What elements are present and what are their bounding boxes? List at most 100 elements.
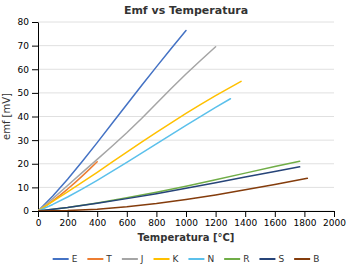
- y-tick: 0: [23, 206, 38, 216]
- x-tick-mark: [68, 211, 69, 217]
- y-grid-line: [38, 140, 334, 141]
- legend-label: J: [140, 254, 144, 264]
- y-tick-label: 0: [23, 206, 29, 216]
- legend: ETJKNRSB: [53, 254, 320, 264]
- title: Emf vs Temperatura: [124, 4, 248, 17]
- x-tick-mark: [245, 211, 246, 217]
- x-tick: 200: [60, 211, 77, 228]
- x-tick-mark: [127, 211, 128, 217]
- y-tick-label: 50: [18, 88, 30, 98]
- x-tick: 1800: [293, 211, 316, 228]
- y-axis-title: emf [mV]: [1, 93, 12, 140]
- legend-swatch: [122, 258, 138, 260]
- x-tick-label: 2000: [323, 218, 346, 228]
- y-tick-mark: [32, 211, 38, 212]
- y-tick: 70: [18, 41, 38, 51]
- x-tick-mark: [334, 211, 335, 217]
- y-axis: 0 10 20 30 40 50 60 70 80: [18, 17, 39, 216]
- x-tick-label: 0: [36, 218, 42, 228]
- y-tick: 50: [18, 88, 38, 98]
- y-grid-line: [38, 92, 334, 93]
- grid: [38, 22, 334, 211]
- y-grid-line: [38, 22, 334, 23]
- x-tick-label: 1200: [205, 218, 228, 228]
- y-tick: 20: [18, 159, 38, 169]
- y-tick: 80: [18, 17, 38, 27]
- legend-item: J: [122, 254, 144, 264]
- legend-swatch: [188, 258, 204, 260]
- y-grid-line: [38, 45, 334, 46]
- y-tick-label: 70: [18, 41, 30, 51]
- x-tick-mark: [97, 211, 98, 217]
- y-tick-mark: [32, 46, 38, 47]
- x-tick-label: 600: [119, 218, 136, 228]
- legend-swatch: [87, 258, 103, 260]
- x-tick-label: 800: [148, 218, 165, 228]
- x-tick: 1000: [175, 211, 198, 228]
- legend-swatch: [294, 258, 310, 260]
- legend-label: T: [105, 254, 112, 264]
- y-tick-mark: [32, 117, 38, 118]
- y-tick: 10: [18, 183, 38, 193]
- y-axis-line: [38, 23, 39, 212]
- x-tick: 1600: [264, 211, 287, 228]
- legend-item: B: [294, 254, 319, 264]
- y-tick: 40: [18, 112, 38, 122]
- x-tick: 1200: [205, 211, 228, 228]
- legend-swatch: [224, 258, 240, 260]
- chart: 0 200 400 600 800 1000 1200 1400 1600 1800 2000 0 10…: [0, 0, 348, 271]
- series-line: [38, 81, 241, 211]
- legend-item: T: [87, 254, 112, 264]
- series-line: [38, 167, 300, 211]
- x-tick: 1400: [234, 211, 257, 228]
- series-line: [38, 99, 230, 211]
- y-grid-line: [38, 69, 334, 70]
- legend-item: E: [53, 254, 78, 264]
- x-tick-mark: [304, 211, 305, 217]
- legend-label: S: [278, 254, 284, 264]
- x-tick-mark: [156, 211, 157, 217]
- y-tick-label: 30: [18, 136, 30, 146]
- y-tick-label: 60: [18, 65, 30, 75]
- lines: [38, 31, 307, 211]
- series-line: [38, 31, 186, 211]
- legend-item: R: [224, 254, 249, 264]
- y-tick-mark: [32, 187, 38, 188]
- x-tick: 600: [119, 211, 136, 228]
- y-tick-label: 10: [18, 183, 30, 193]
- x-tick: 0: [36, 211, 42, 228]
- x-tick-label: 1800: [293, 218, 316, 228]
- legend-item: S: [259, 254, 284, 264]
- legend-label: B: [313, 254, 319, 264]
- legend-item: K: [154, 254, 180, 264]
- legend-label: K: [173, 254, 180, 264]
- x-tick-label: 1000: [175, 218, 198, 228]
- series-line: [38, 47, 216, 211]
- x-tick-label: 200: [60, 218, 77, 228]
- y-tick-label: 80: [18, 17, 30, 27]
- legend-swatch: [154, 258, 170, 260]
- x-tick-mark: [216, 211, 217, 217]
- x-tick-mark: [38, 211, 39, 217]
- y-tick-label: 40: [18, 112, 30, 122]
- x-tick-label: 400: [89, 218, 106, 228]
- legend-label: N: [207, 254, 214, 264]
- y-tick-label: 20: [18, 159, 30, 169]
- x-tick-mark: [275, 211, 276, 217]
- x-tick-label: 1600: [264, 218, 287, 228]
- y-tick-mark: [32, 69, 38, 70]
- legend-swatch: [259, 258, 275, 260]
- y-tick: 60: [18, 65, 38, 75]
- y-tick-mark: [32, 164, 38, 165]
- y-tick-mark: [32, 22, 38, 23]
- x-tick: 2000: [323, 211, 346, 228]
- y-tick: 30: [18, 136, 38, 146]
- x-tick: 800: [148, 211, 165, 228]
- y-grid-line: [38, 116, 334, 117]
- legend-label: R: [243, 254, 249, 264]
- legend-item: N: [188, 254, 214, 264]
- series-line: [38, 161, 300, 211]
- x-tick-mark: [186, 211, 187, 217]
- x-axis-title: Temperatura [°C]: [138, 232, 235, 243]
- x-axis: 0 200 400 600 800 1000 1200 1400 1600 1800 2000: [36, 211, 347, 228]
